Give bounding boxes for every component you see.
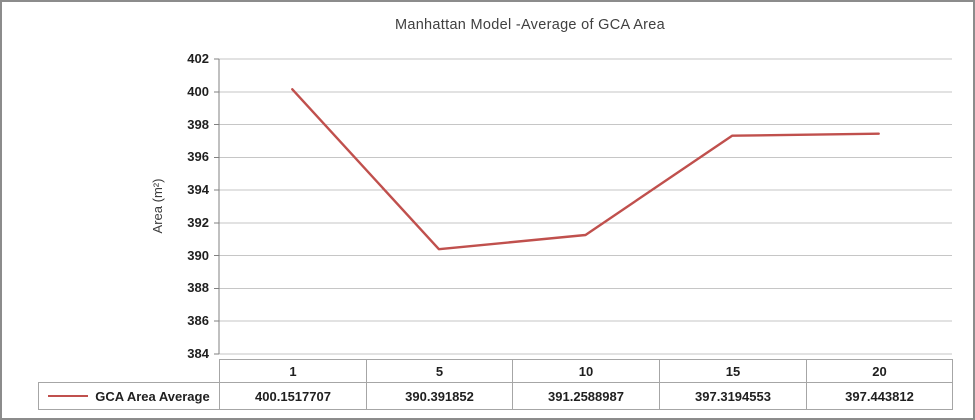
value-cell: 391.2588987: [512, 382, 660, 410]
category-row: 1 5 10 15 20: [39, 359, 953, 383]
value-cell: 397.3194553: [659, 382, 807, 410]
y-axis-tick-label: 392: [187, 214, 209, 230]
y-axis-tick-label: 398: [187, 116, 209, 132]
y-axis-tick-label: 390: [187, 247, 209, 263]
chart-data-table: 1 5 10 15 20 GCA Area Average 400.151770…: [38, 359, 953, 410]
table-corner-cell: [39, 360, 220, 383]
y-axis-tick-label: 386: [187, 313, 209, 329]
series-name-label: GCA Area Average: [95, 388, 210, 404]
category-cell: 1: [219, 359, 367, 383]
y-axis-tick-label: 396: [187, 149, 209, 165]
value-cell: 390.391852: [366, 382, 513, 410]
category-cell: 15: [659, 359, 807, 383]
series-line-marker-icon: [48, 395, 89, 397]
value-cell: 397.443812: [806, 382, 953, 410]
value-cell: 400.1517707: [219, 382, 367, 410]
chart-title: Manhattan Model -Average of GCA Area: [394, 17, 666, 33]
y-axis-tick-label: 402: [187, 51, 209, 66]
y-axis-tick-label: 400: [187, 83, 209, 99]
category-cell: 5: [366, 359, 513, 383]
y-axis-tick-label: 384: [187, 346, 209, 361]
y-axis-tick-label: 388: [187, 280, 209, 296]
series-row: GCA Area Average 400.1517707 390.391852 …: [38, 382, 953, 410]
y-axis-tick-label: 394: [187, 182, 209, 198]
legend-cell: GCA Area Average: [38, 382, 220, 410]
category-cell: 10: [512, 359, 660, 383]
category-cell: 20: [806, 359, 953, 383]
plot-area: [214, 58, 952, 355]
